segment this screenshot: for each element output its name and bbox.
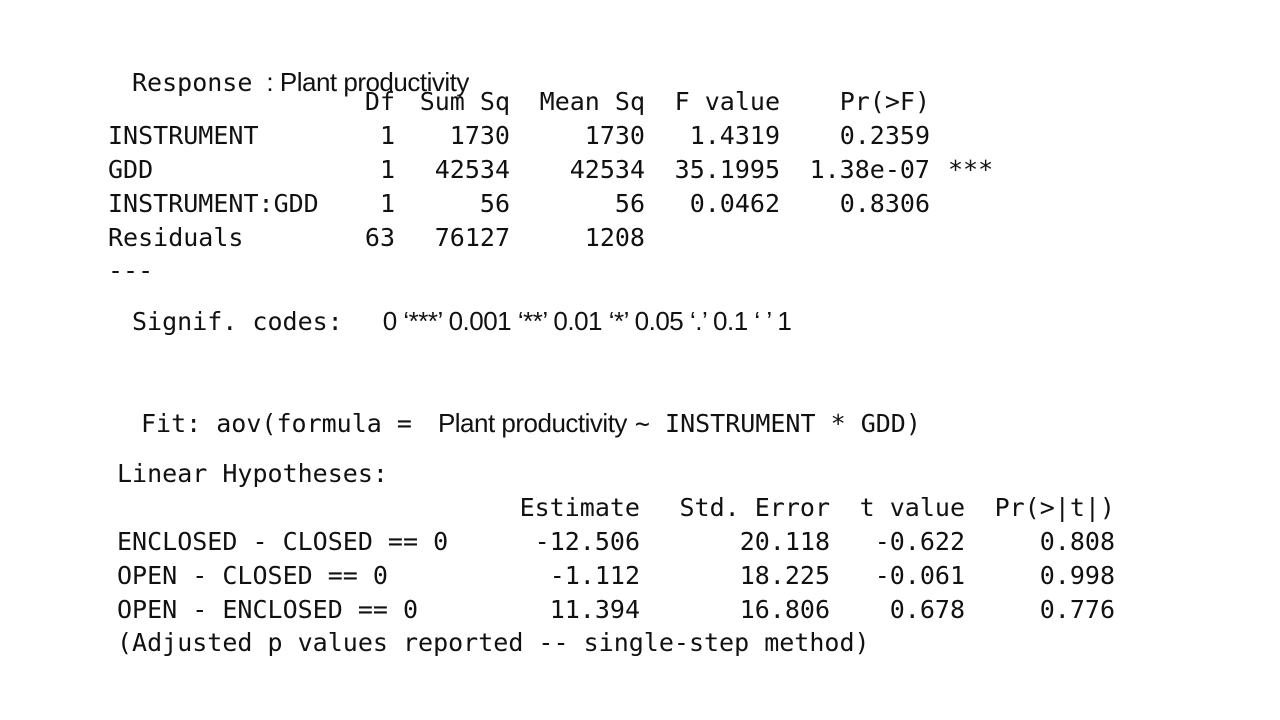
sum-sq-value: 1730 (449, 121, 510, 150)
p-value: 0.808 (1039, 527, 1115, 556)
pr-value: 0.8306 (839, 189, 930, 218)
header-df: Df (364, 87, 395, 116)
table-row: ENCLOSED - CLOSED == 0 -12.506 20.118 -0… (0, 525, 1280, 559)
pr-value: 1.38e-07 (809, 155, 930, 184)
fit-suffix: ~ INSTRUMENT * GDD) (634, 409, 921, 438)
anova-header-row: Df Sum Sq Mean Sq F value Pr(>F) (0, 85, 1280, 119)
f-value: 1.4319 (689, 121, 780, 150)
p-value: 0.776 (1039, 595, 1115, 624)
f-value: 0.0462 (689, 189, 780, 218)
table-row: GDD 1 42534 42534 35.1995 1.38e-07 *** (0, 153, 1280, 187)
df-value: 63 (364, 223, 395, 252)
table-row: OPEN - ENCLOSED == 0 11.394 16.806 0.678… (0, 593, 1280, 627)
adjusted-p-footnote: (Adjusted p values reported -- single-st… (117, 628, 870, 657)
hypothesis-label: OPEN - ENCLOSED == 0 (117, 595, 419, 624)
term-label: Residuals (108, 223, 244, 252)
response-line: Response : Plant productivity (108, 48, 469, 118)
estimate-value: -12.506 (534, 527, 640, 556)
sum-sq-value: 56 (479, 189, 510, 218)
table-row: INSTRUMENT:GDD 1 56 56 0.0462 0.8306 (0, 187, 1280, 221)
t-value: 0.678 (889, 595, 965, 624)
estimate-value: 11.394 (549, 595, 640, 624)
f-value: 35.1995 (674, 155, 780, 184)
std-error-value: 16.806 (739, 595, 830, 624)
hypothesis-label: OPEN - CLOSED == 0 (117, 561, 388, 590)
df-value: 1 (379, 121, 395, 150)
signif-stars: *** (948, 155, 994, 184)
fit-line: Fit: aov(formula = Plant productivity ~ IN… (117, 389, 921, 459)
hypotheses-title: Linear Hypotheses: (117, 459, 388, 488)
fit-prefix: Fit: aov(formula = (141, 409, 412, 438)
mean-sq-value: 1730 (584, 121, 645, 150)
response-value: : Plant productivity (266, 67, 469, 97)
term-label: INSTRUMENT (108, 121, 259, 150)
std-error-value: 20.118 (739, 527, 830, 556)
signif-codes-line: Signif. codes: 0 ‘***’ 0.001 ‘**’ 0.01 ‘*… (108, 287, 792, 357)
signif-label: Signif. codes: (132, 307, 343, 336)
table-row: Residuals 63 76127 1208 (0, 221, 1280, 255)
header-mean-sq: Mean Sq (539, 87, 645, 116)
header-std-error: Std. Error (679, 493, 830, 522)
header-pr: Pr(>F) (839, 87, 930, 116)
mean-sq-value: 56 (614, 189, 645, 218)
hypothesis-label: ENCLOSED - CLOSED == 0 (117, 527, 449, 556)
separator-line: --- (108, 256, 154, 285)
sum-sq-value: 42534 (434, 155, 510, 184)
df-value: 1 (379, 155, 395, 184)
header-t-value: t value (859, 493, 965, 522)
hypotheses-header-row: Estimate Std. Error t value Pr(>|t|) (0, 491, 1280, 525)
estimate-value: -1.112 (549, 561, 640, 590)
pr-value: 0.2359 (839, 121, 930, 150)
term-label: INSTRUMENT:GDD (108, 189, 319, 218)
t-value: -0.061 (874, 561, 965, 590)
header-f-value: F value (674, 87, 780, 116)
term-label: GDD (108, 155, 154, 184)
header-p: Pr(>|t|) (994, 493, 1115, 522)
p-value: 0.998 (1039, 561, 1115, 590)
header-estimate: Estimate (519, 493, 640, 522)
mean-sq-value: 42534 (569, 155, 645, 184)
df-value: 1 (379, 189, 395, 218)
header-sum-sq: Sum Sq (419, 87, 510, 116)
signif-codes: 0 ‘***’ 0.001 ‘**’ 0.01 ‘*’ 0.05 ‘.’ 0.1… (382, 306, 792, 336)
table-row: OPEN - CLOSED == 0 -1.112 18.225 -0.061 … (0, 559, 1280, 593)
fit-response: Plant productivity (437, 408, 627, 438)
std-error-value: 18.225 (739, 561, 830, 590)
t-value: -0.622 (874, 527, 965, 556)
sum-sq-value: 76127 (434, 223, 510, 252)
response-label: Response (132, 68, 253, 97)
table-row: INSTRUMENT 1 1730 1730 1.4319 0.2359 (0, 119, 1280, 153)
mean-sq-value: 1208 (584, 223, 645, 252)
